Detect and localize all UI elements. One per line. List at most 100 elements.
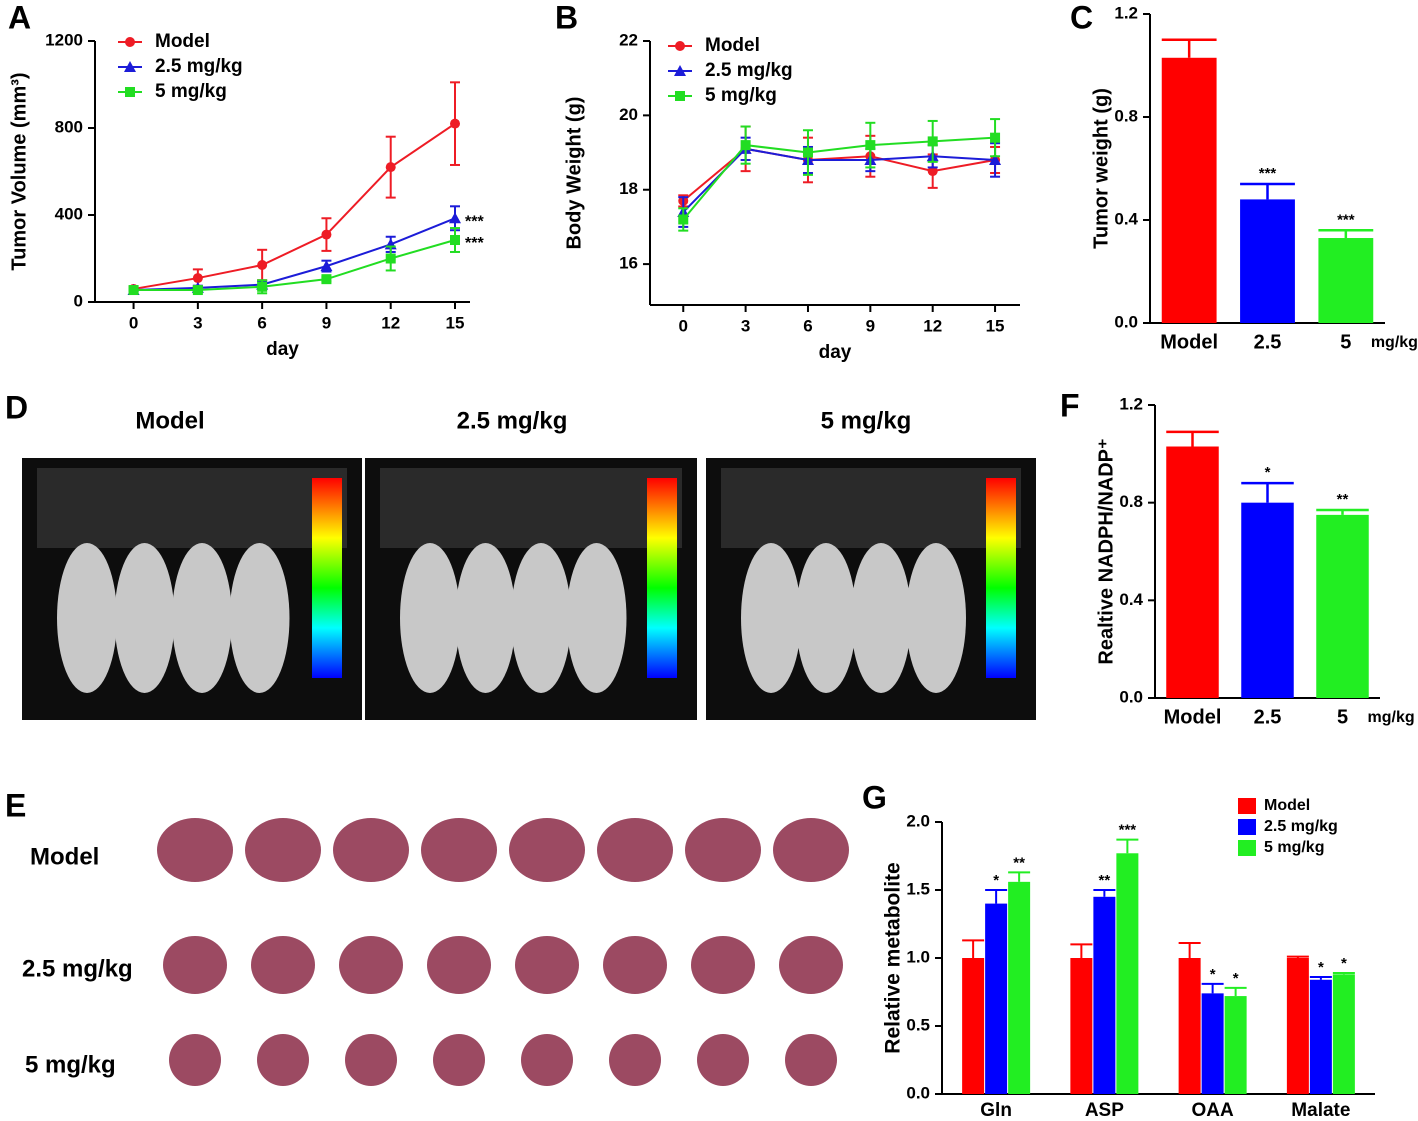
tumor-photo — [697, 1034, 749, 1086]
y-tick-label: 1.2 — [1114, 3, 1138, 22]
significance-label: *** — [465, 235, 484, 252]
y-tick-label: 1200 — [45, 30, 83, 49]
marker — [990, 132, 1001, 143]
x-unit: mg/kg — [1368, 709, 1415, 726]
image-label: 2.5 mg/kg — [457, 407, 568, 434]
y-axis-title: Body Weight (g) — [563, 97, 585, 250]
y-axis-title: Tumor Volume (mm³) — [8, 72, 30, 270]
y-tick-label: 16 — [619, 254, 638, 273]
y-axis-title: Tumor weight (g) — [1090, 88, 1112, 249]
mouse — [796, 543, 856, 693]
legend-label: 5 mg/kg — [155, 81, 227, 102]
tumor-photo — [257, 1034, 309, 1086]
x-tick-label: Model — [1164, 706, 1222, 728]
color-scale — [986, 478, 1016, 678]
bar — [1161, 57, 1217, 324]
marker — [450, 118, 460, 129]
bar — [1286, 958, 1309, 1094]
mouse — [172, 543, 232, 693]
tumor-photo — [163, 936, 227, 994]
marker — [865, 140, 876, 151]
y-tick-label: 400 — [55, 204, 83, 223]
x-tick-label: 6 — [257, 313, 266, 332]
marker — [927, 136, 938, 147]
marker — [989, 153, 1002, 165]
y-tick-label: 18 — [619, 179, 638, 198]
legend-marker — [675, 91, 685, 101]
bar — [1316, 514, 1369, 698]
y-tick-label: 0.5 — [906, 1015, 930, 1034]
y-tick-label: 1.5 — [906, 879, 930, 898]
tumor-photo — [773, 818, 849, 882]
mouse — [114, 543, 175, 693]
x-tick-label: 2.5 — [1254, 331, 1282, 353]
marker — [740, 140, 751, 151]
y-tick-label: 22 — [619, 30, 638, 49]
panel-letter: F — [1060, 387, 1080, 423]
tumor-photo — [333, 818, 409, 882]
legend-swatch — [1238, 798, 1256, 814]
x-tick-label: 2.5 — [1254, 706, 1282, 728]
significance-label: *** — [465, 213, 484, 230]
tumor-photo — [427, 936, 491, 994]
bar — [1070, 958, 1093, 1094]
marker — [450, 235, 460, 246]
marker — [385, 253, 396, 264]
y-tick-label: 0.8 — [1119, 492, 1143, 511]
tumor-photo — [509, 818, 585, 882]
mouse — [741, 543, 801, 693]
y-tick-label: 0.8 — [1114, 106, 1138, 125]
tumor-photo — [603, 936, 667, 994]
imaging-stage — [721, 468, 1021, 548]
bar — [1309, 979, 1332, 1094]
x-tick-label: Malate — [1291, 1100, 1350, 1121]
series-line — [682, 136, 996, 221]
y-tick-label: 800 — [55, 117, 83, 136]
legend-label: Model — [155, 31, 210, 52]
color-scale — [312, 478, 342, 678]
y-tick-label: 0.0 — [1114, 312, 1138, 331]
marker — [321, 274, 332, 285]
x-tick-label: 9 — [866, 316, 875, 335]
marker — [192, 285, 203, 296]
significance-label: * — [993, 872, 999, 889]
tumor-photo — [597, 818, 673, 882]
marker — [802, 147, 813, 158]
marker — [257, 260, 268, 271]
bar — [985, 903, 1008, 1094]
significance-label: * — [1233, 970, 1239, 987]
panel-letter: B — [555, 0, 578, 35]
y-tick-label: 20 — [619, 105, 638, 124]
x-axis-title: day — [266, 339, 299, 360]
x-tick-label: 5 — [1340, 331, 1351, 353]
bar — [1224, 996, 1247, 1094]
panel-letter: D — [5, 389, 28, 425]
bar — [1116, 853, 1139, 1094]
bar — [1093, 896, 1116, 1094]
x-tick-label: 12 — [381, 313, 400, 332]
legend-swatch — [1238, 819, 1256, 835]
tumor-photo — [515, 936, 579, 994]
x-tick-label: 0 — [129, 313, 138, 332]
tumor-photo — [169, 1034, 221, 1086]
tumor-photo — [433, 1034, 485, 1086]
row-label: 5 mg/kg — [25, 1051, 116, 1078]
row-label: 2.5 mg/kg — [22, 955, 133, 982]
legend-marker — [675, 41, 685, 51]
x-tick-label: 0 — [679, 316, 688, 335]
marker — [449, 212, 461, 224]
bar — [1241, 502, 1294, 698]
significance-label: ** — [1013, 854, 1025, 871]
y-axis-title: Realtive NADPH/NADP⁺ — [1095, 438, 1117, 664]
marker — [385, 162, 396, 173]
marker — [927, 166, 938, 177]
marker — [128, 285, 139, 296]
bar — [1178, 958, 1201, 1094]
bar — [962, 958, 985, 1094]
legend-marker — [124, 61, 136, 72]
x-tick-label: 12 — [923, 316, 942, 335]
x-tick-label: 5 — [1337, 706, 1348, 728]
y-tick-label: 2.0 — [906, 811, 930, 830]
mouse — [455, 543, 516, 693]
